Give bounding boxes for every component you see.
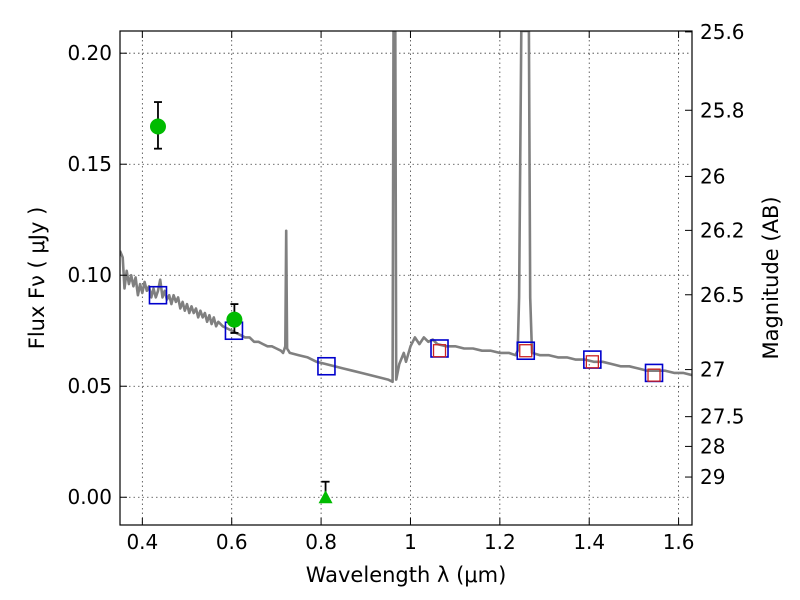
right-tick-label: 26.5 xyxy=(700,283,745,307)
right-tick-label: 26 xyxy=(700,164,725,188)
observed-limit-marker xyxy=(585,355,599,369)
right-tick-label: 27.5 xyxy=(700,405,745,429)
grid-layer xyxy=(120,31,692,525)
model-sed-line xyxy=(120,31,692,384)
right-tick-label: 29 xyxy=(700,465,725,489)
x-tick-label: 0.4 xyxy=(126,530,158,554)
y-tick-label: 0.20 xyxy=(67,41,112,65)
right-tick-label: 25.6 xyxy=(700,20,745,44)
observed-detection-point xyxy=(226,311,243,328)
right-tick-label: 25.8 xyxy=(700,98,745,122)
right-axis-label: Magnitude (AB) xyxy=(759,196,783,359)
model-photometry-marker xyxy=(317,356,336,376)
data-layer xyxy=(120,31,692,504)
x-tick-label: 1.2 xyxy=(484,530,516,554)
x-tick-label: 1.4 xyxy=(573,530,605,554)
observed-limit-marker xyxy=(432,344,447,358)
right-tick-label: 26.2 xyxy=(700,218,745,242)
model-photometry-marker xyxy=(516,341,536,361)
right-tick-label: 28 xyxy=(700,434,725,458)
y-axis-label: Flux Fν ( μJy ) xyxy=(25,207,49,350)
x-tick-label: 0.6 xyxy=(216,530,248,554)
y-tick-label: 0.00 xyxy=(67,485,112,509)
tick-layer: 0.4 0.6 0.8 1 1.2 1.4 1.6 0.00 0.05 0.10 0.15 0.20 2… xyxy=(67,20,744,554)
x-tick-label: 1.6 xyxy=(663,530,695,554)
y-tick-label: 0.15 xyxy=(67,152,112,176)
plot-frame xyxy=(119,30,693,526)
right-tick-label: 27 xyxy=(700,358,725,382)
y-tick-label: 0.05 xyxy=(67,374,112,398)
observed-nondetection-point xyxy=(318,490,333,504)
observed-limit-marker xyxy=(647,368,661,382)
observed-limit-marker xyxy=(519,344,533,358)
observed-detection-point xyxy=(149,118,166,135)
x-tick-label: 1 xyxy=(404,530,417,554)
model-photometry-marker xyxy=(148,285,168,305)
x-axis-label: Wavelength λ (μm) xyxy=(306,563,507,587)
y-tick-label: 0.10 xyxy=(67,263,112,287)
x-tick-label: 0.8 xyxy=(305,530,337,554)
